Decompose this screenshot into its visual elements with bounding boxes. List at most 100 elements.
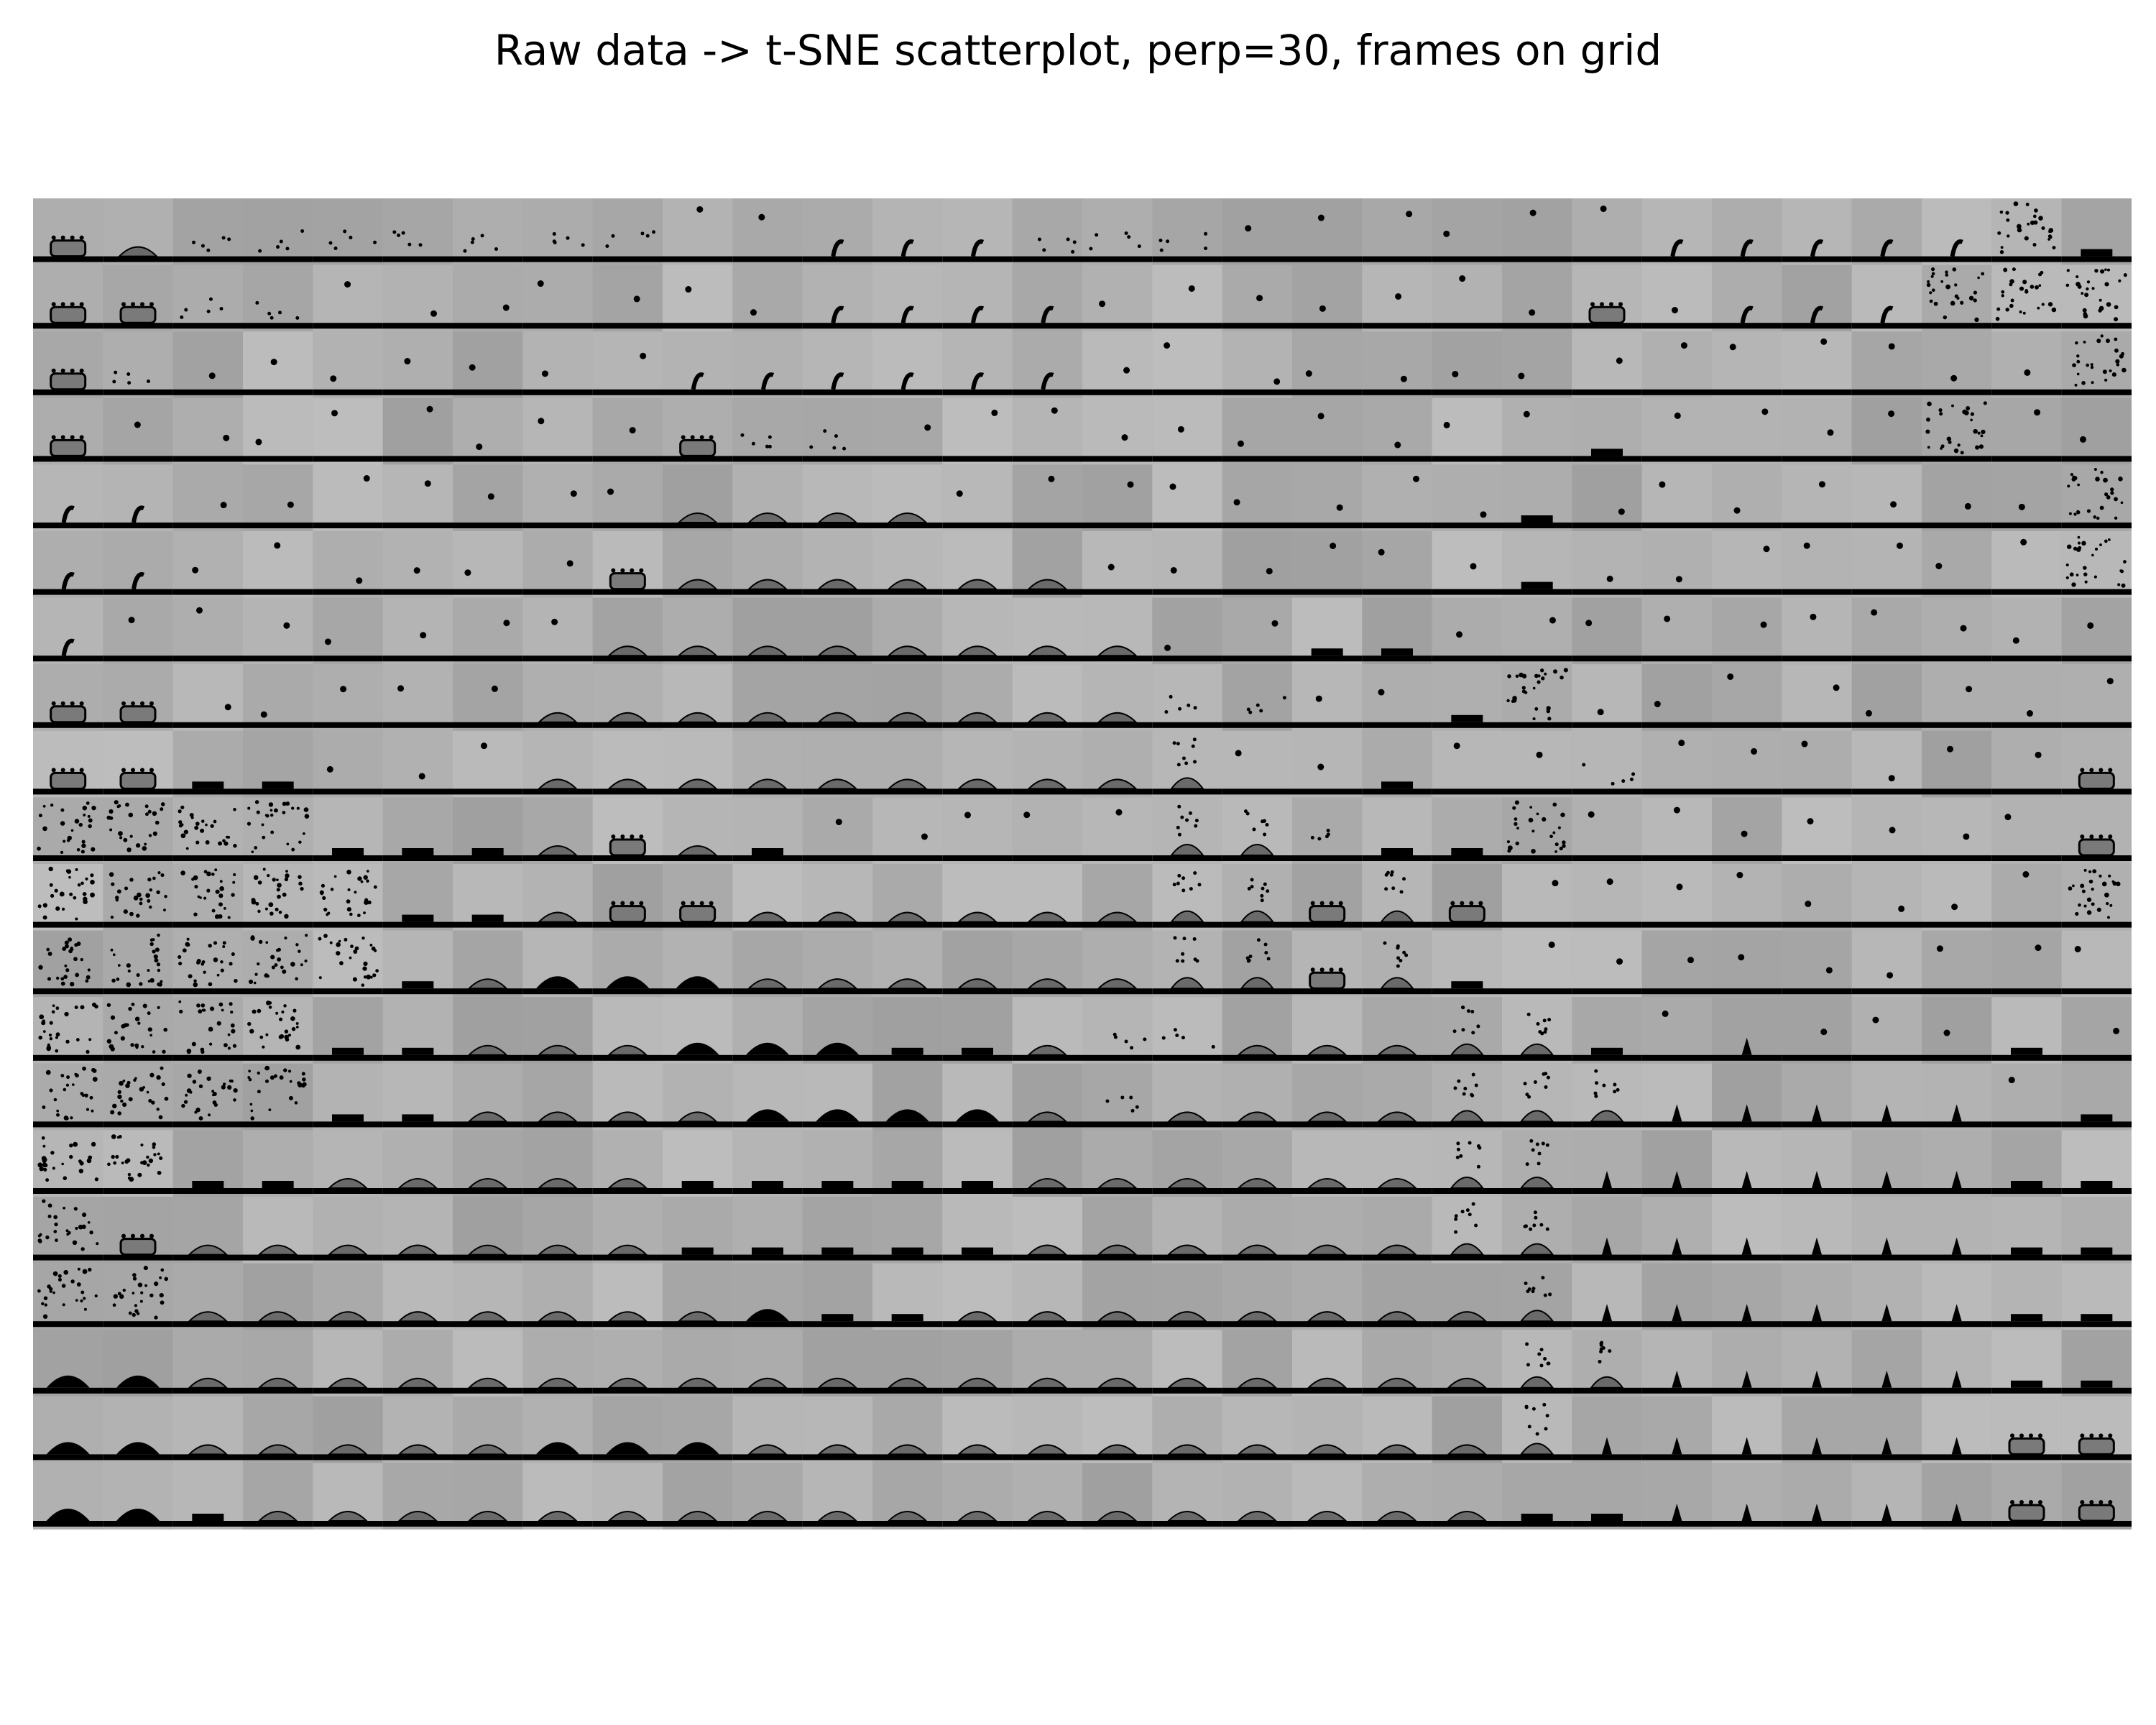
substrate-line <box>1362 656 1432 662</box>
frame-thumbnail <box>243 797 313 864</box>
frame-thumbnail <box>2061 198 2132 265</box>
spray-dot <box>2086 509 2091 513</box>
frame-bg <box>1922 531 1992 598</box>
spray-dot <box>77 883 81 887</box>
droplet-flat <box>2081 1314 2113 1322</box>
frame-thumbnail <box>1782 464 1852 531</box>
frame-bg <box>313 397 383 465</box>
spray-dot <box>47 952 52 957</box>
frame-thumbnail <box>243 397 313 465</box>
droplet-cup <box>1309 905 1346 924</box>
frame-thumbnail <box>1432 264 1502 332</box>
substrate-line <box>802 656 872 662</box>
substrate-line <box>1851 1054 1922 1061</box>
spray-dot <box>56 1109 60 1113</box>
substrate-line <box>1082 1188 1153 1194</box>
spray-dot <box>119 1294 124 1300</box>
spray-dot <box>2065 563 2069 567</box>
droplet-dome <box>1166 1111 1208 1123</box>
spray-dot <box>1191 744 1195 748</box>
frame-thumbnail <box>453 597 523 665</box>
frame-thumbnail <box>33 597 103 665</box>
droplet-flat <box>752 1247 783 1255</box>
frame-bg <box>1641 664 1712 731</box>
spray-dot <box>1525 1162 1529 1167</box>
frame-thumbnail <box>1292 1330 1363 1397</box>
substrate-line <box>313 323 383 329</box>
droplet-dot <box>1378 548 1385 556</box>
frame-thumbnail <box>382 797 453 864</box>
frame-thumbnail <box>1572 1130 1642 1197</box>
spray-dot <box>201 1003 206 1008</box>
spray-dot <box>1931 288 1935 293</box>
substrate-line <box>942 1454 1013 1460</box>
spray-dot <box>1454 1230 1458 1234</box>
spray-dot <box>2099 298 2102 302</box>
spray-dot <box>221 1085 226 1090</box>
frame-thumbnail <box>2061 1197 2132 1264</box>
frame-thumbnail <box>1432 597 1502 665</box>
droplet-flat <box>1521 515 1553 523</box>
frame-thumbnail <box>1012 397 1082 465</box>
spray-dot <box>287 1034 292 1037</box>
spray-dot <box>1543 1293 1547 1297</box>
frame-thumbnail <box>663 997 733 1064</box>
droplet-dot <box>1164 644 1171 651</box>
droplet-dot <box>1121 434 1128 441</box>
frame-thumbnail <box>1712 797 1782 864</box>
frame-thumbnail <box>942 1063 1013 1131</box>
frame-thumbnail <box>2061 1396 2132 1463</box>
substrate-line <box>1152 523 1222 528</box>
droplet-dome <box>187 1444 229 1455</box>
spray-dot <box>37 1162 43 1168</box>
spray-dot <box>149 1293 154 1298</box>
frame-thumbnail <box>453 264 523 332</box>
droplet-fountain <box>1240 977 1275 990</box>
frame-thumbnail <box>592 930 663 998</box>
spray-dot <box>1539 1223 1544 1227</box>
droplet-cup <box>2078 771 2115 790</box>
spray-dot <box>164 1096 169 1101</box>
substrate-line <box>1502 456 1572 462</box>
frame-thumbnail <box>1572 1197 1642 1264</box>
frame-thumbnail <box>732 1463 803 1530</box>
spray-dot <box>178 824 183 828</box>
spray-dot <box>2019 286 2024 291</box>
spray-dot <box>148 1098 152 1103</box>
frame-thumbnail <box>522 730 593 798</box>
substrate-line <box>1712 1188 1782 1194</box>
substrate-line <box>1012 523 1082 528</box>
frame-thumbnail <box>1851 397 1922 465</box>
frame-thumbnail <box>1991 797 2062 864</box>
spray-dot <box>42 1199 46 1203</box>
crown-dot <box>2099 1500 2104 1504</box>
frame-bg <box>1851 464 1922 531</box>
substrate-line <box>313 456 383 462</box>
spray-dot <box>2104 892 2109 898</box>
spray-dot <box>286 842 290 846</box>
spray-dot <box>1543 1357 1547 1361</box>
substrate-line <box>1432 1387 1502 1394</box>
spray-dot <box>1974 317 1979 322</box>
spray-dot <box>178 1000 182 1003</box>
frame-bg <box>522 397 593 465</box>
frame-thumbnail <box>1362 1330 1432 1397</box>
substrate-line <box>1152 1054 1222 1061</box>
frame-bg <box>1572 664 1642 731</box>
substrate-line <box>1572 656 1642 662</box>
frame-thumbnail <box>592 1330 663 1397</box>
frame-thumbnail <box>1152 1396 1222 1463</box>
substrate-line <box>1782 656 1852 662</box>
substrate-line <box>172 589 243 595</box>
droplet-dot <box>1654 701 1661 708</box>
frame-bg <box>802 331 872 398</box>
spray-dot <box>152 831 157 837</box>
substrate-line <box>1502 256 1572 262</box>
spray-dot <box>2030 220 2035 226</box>
substrate-line <box>802 1188 872 1194</box>
droplet-dome <box>257 1444 299 1455</box>
substrate-line <box>663 1121 733 1128</box>
crown-dot <box>149 701 154 706</box>
spray-dot <box>1927 280 1930 283</box>
frame-thumbnail <box>1152 664 1222 731</box>
